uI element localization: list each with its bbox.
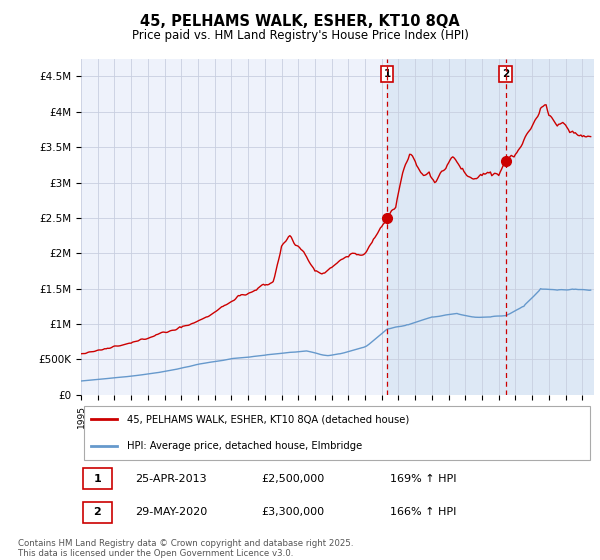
Text: HPI: Average price, detached house, Elmbridge: HPI: Average price, detached house, Elmb…	[127, 441, 362, 451]
Text: 25-APR-2013: 25-APR-2013	[135, 474, 206, 484]
Text: 29-MAY-2020: 29-MAY-2020	[135, 507, 207, 517]
Text: 2: 2	[502, 69, 509, 79]
Bar	[387, 59, 594, 395]
Text: £3,300,000: £3,300,000	[261, 507, 324, 517]
Text: 45, PELHAMS WALK, ESHER, KT10 8QA (detached house): 45, PELHAMS WALK, ESHER, KT10 8QA (detac…	[127, 414, 409, 424]
Text: 166% ↑ HPI: 166% ↑ HPI	[390, 507, 457, 517]
Text: 2: 2	[94, 507, 101, 517]
Text: Contains HM Land Registry data © Crown copyright and database right 2025.
This d: Contains HM Land Registry data © Crown c…	[18, 539, 353, 558]
Text: Price paid vs. HM Land Registry's House Price Index (HPI): Price paid vs. HM Land Registry's House …	[131, 29, 469, 42]
FancyBboxPatch shape	[83, 405, 590, 460]
Text: 1: 1	[383, 69, 391, 79]
Text: £2,500,000: £2,500,000	[261, 474, 324, 484]
FancyBboxPatch shape	[83, 469, 112, 489]
Text: 169% ↑ HPI: 169% ↑ HPI	[390, 474, 457, 484]
Text: 1: 1	[94, 474, 101, 484]
Text: 45, PELHAMS WALK, ESHER, KT10 8QA: 45, PELHAMS WALK, ESHER, KT10 8QA	[140, 14, 460, 29]
FancyBboxPatch shape	[83, 502, 112, 522]
